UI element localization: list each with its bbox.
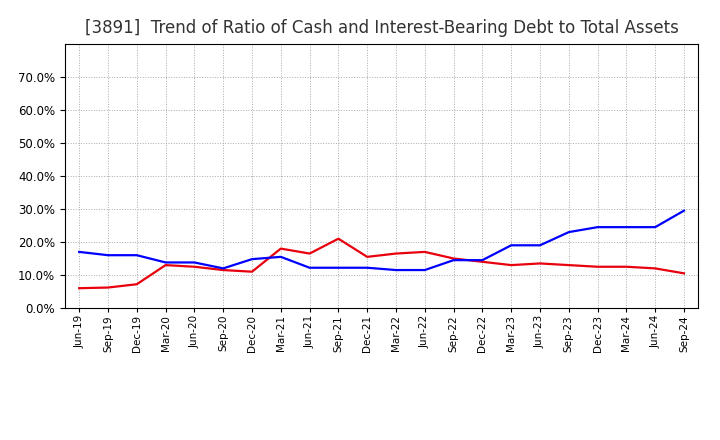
Interest-Bearing Debt bbox=[219, 266, 228, 271]
Cash bbox=[449, 256, 458, 261]
Line: Interest-Bearing Debt: Interest-Bearing Debt bbox=[79, 211, 684, 270]
Cash bbox=[104, 285, 112, 290]
Interest-Bearing Debt bbox=[392, 268, 400, 273]
Title: [3891]  Trend of Ratio of Cash and Interest-Bearing Debt to Total Assets: [3891] Trend of Ratio of Cash and Intere… bbox=[85, 19, 678, 37]
Cash bbox=[363, 254, 372, 260]
Interest-Bearing Debt bbox=[680, 208, 688, 213]
Cash bbox=[507, 262, 516, 268]
Cash bbox=[420, 249, 429, 254]
Interest-Bearing Debt bbox=[593, 224, 602, 230]
Interest-Bearing Debt bbox=[449, 257, 458, 263]
Interest-Bearing Debt bbox=[363, 265, 372, 270]
Cash bbox=[132, 282, 141, 287]
Cash bbox=[536, 261, 544, 266]
Cash bbox=[564, 262, 573, 268]
Cash bbox=[75, 286, 84, 291]
Interest-Bearing Debt bbox=[75, 249, 84, 254]
Cash bbox=[276, 246, 285, 251]
Cash bbox=[478, 259, 487, 264]
Interest-Bearing Debt bbox=[248, 257, 256, 262]
Interest-Bearing Debt bbox=[564, 230, 573, 235]
Interest-Bearing Debt bbox=[622, 224, 631, 230]
Interest-Bearing Debt bbox=[651, 224, 660, 230]
Interest-Bearing Debt bbox=[334, 265, 343, 270]
Interest-Bearing Debt bbox=[104, 253, 112, 258]
Interest-Bearing Debt bbox=[420, 268, 429, 273]
Cash bbox=[248, 269, 256, 275]
Cash bbox=[680, 271, 688, 276]
Interest-Bearing Debt bbox=[276, 254, 285, 260]
Interest-Bearing Debt bbox=[190, 260, 199, 265]
Cash bbox=[219, 268, 228, 273]
Interest-Bearing Debt bbox=[161, 260, 170, 265]
Line: Cash: Cash bbox=[79, 238, 684, 288]
Interest-Bearing Debt bbox=[305, 265, 314, 270]
Interest-Bearing Debt bbox=[478, 257, 487, 263]
Cash bbox=[593, 264, 602, 269]
Cash bbox=[334, 236, 343, 241]
Cash bbox=[305, 251, 314, 256]
Interest-Bearing Debt bbox=[536, 243, 544, 248]
Interest-Bearing Debt bbox=[507, 243, 516, 248]
Cash bbox=[392, 251, 400, 256]
Cash bbox=[161, 262, 170, 268]
Interest-Bearing Debt bbox=[132, 253, 141, 258]
Cash bbox=[190, 264, 199, 269]
Cash bbox=[651, 266, 660, 271]
Cash bbox=[622, 264, 631, 269]
